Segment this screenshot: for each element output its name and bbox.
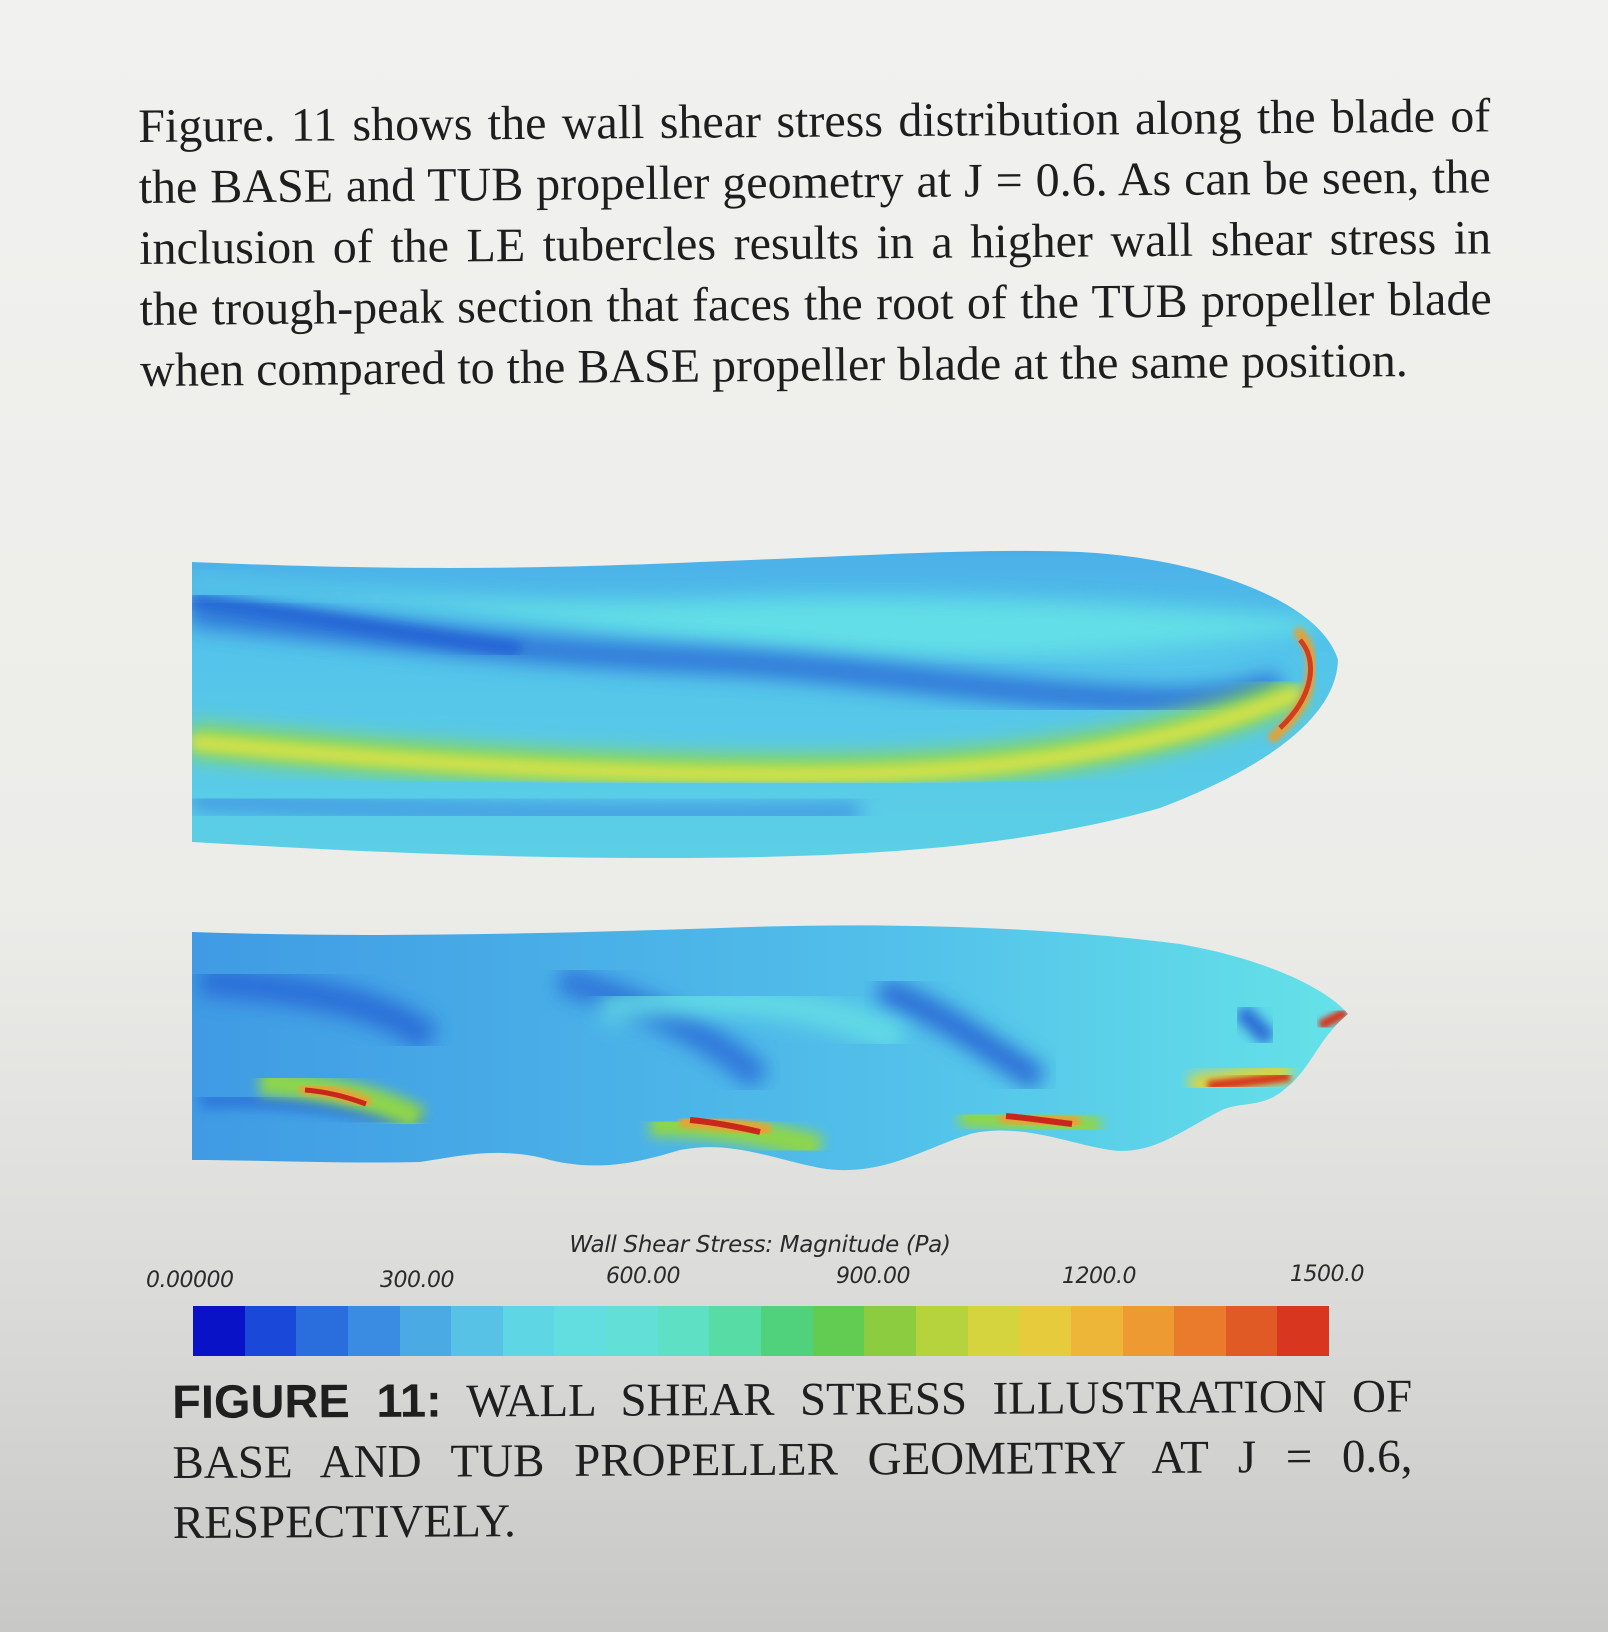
colorbar-segment: [1122, 1306, 1175, 1356]
colorbar-segment: [399, 1306, 452, 1356]
colorbar-segment: [1070, 1306, 1123, 1356]
colorbar-segment: [554, 1306, 607, 1356]
base-blade: [192, 550, 1338, 858]
colorbar-segment: [761, 1306, 813, 1356]
colorbar-tick-label: 600.00: [606, 1264, 680, 1289]
caption-label: FIGURE 11:: [172, 1373, 442, 1428]
colorbar-segment: [657, 1306, 710, 1356]
colorbar-title: Wall Shear Stress: Magnitude (Pa): [569, 1232, 951, 1258]
figure-caption: FIGURE 11: WALL SHEAR STRESS ILLUSTRATIO…: [172, 1366, 1413, 1553]
colorbar-segment: [967, 1306, 1020, 1356]
colorbar-segment: [812, 1306, 865, 1356]
colorbar-segment: [1277, 1306, 1330, 1356]
colorbar-segment: [1174, 1306, 1226, 1356]
colorbar-segment: [193, 1306, 245, 1356]
colorbar-segment: [1019, 1306, 1071, 1356]
colorbar: [193, 1306, 1330, 1356]
colorbar-tick-label: 1200.0: [1062, 1264, 1136, 1289]
colorbar-tick-label: 900.00: [836, 1264, 910, 1289]
colorbar-tick-label: 0.00000: [146, 1268, 234, 1293]
colorbar-segment: [347, 1306, 400, 1356]
colorbar-segment: [502, 1306, 555, 1356]
colorbar-segment: [915, 1306, 968, 1356]
colorbar-segment: [709, 1306, 762, 1356]
colorbar-tick-label: 1500.0: [1290, 1262, 1364, 1287]
colorbar-segment: [451, 1306, 503, 1356]
tub-blade: [192, 925, 1348, 1171]
colorbar-segment: [244, 1306, 297, 1356]
colorbar-segment: [864, 1306, 916, 1356]
colorbar-segment: [1225, 1306, 1278, 1356]
colorbar-segment: [606, 1306, 658, 1356]
colorbar-tick-label: 300.00: [380, 1268, 454, 1293]
colorbar-segment: [296, 1306, 348, 1356]
